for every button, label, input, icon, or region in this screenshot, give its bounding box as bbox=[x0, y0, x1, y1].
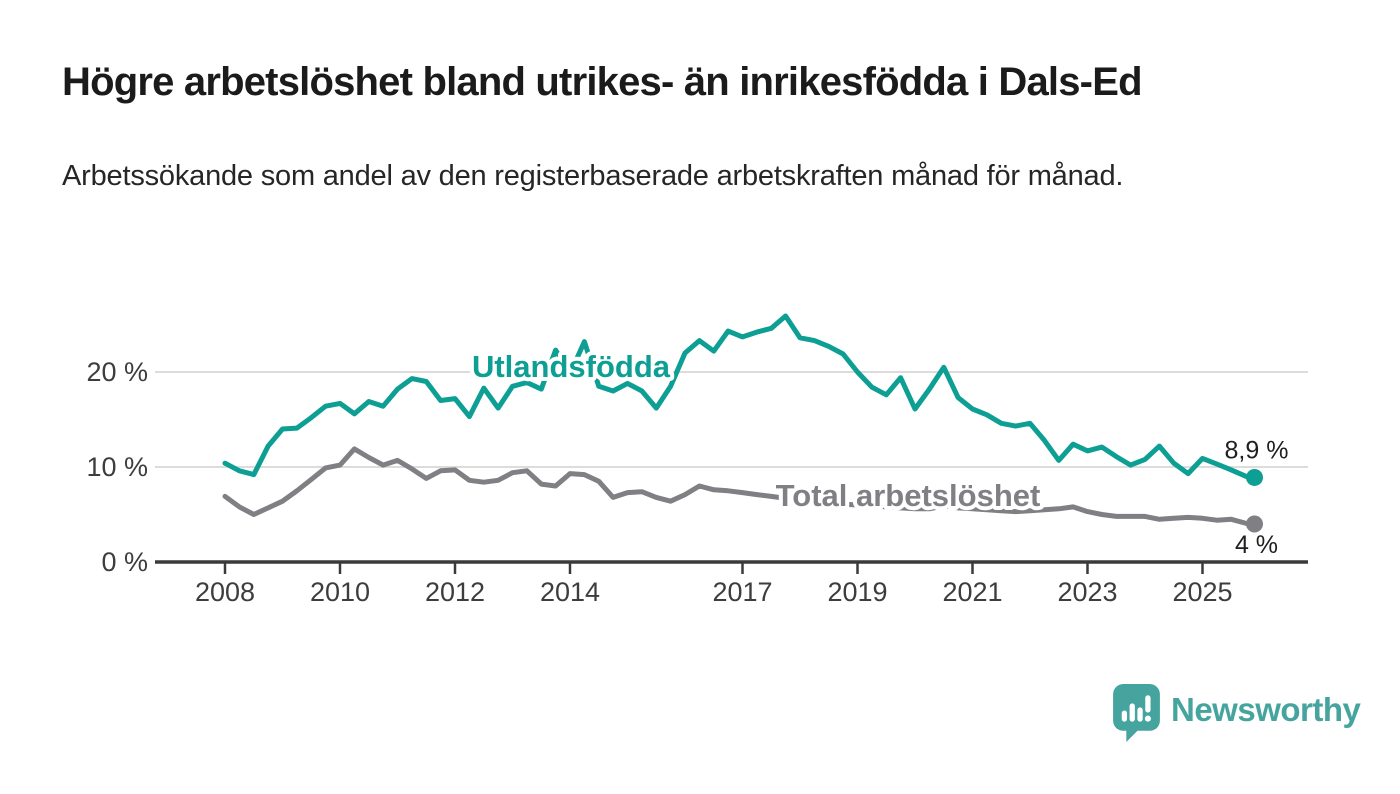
logo-bar-tall bbox=[1129, 703, 1135, 722]
logo-bar-medium bbox=[1137, 707, 1143, 722]
end-value-label-total: 4 % bbox=[1235, 531, 1278, 559]
logo-exclamation-bar bbox=[1145, 695, 1151, 713]
end-value-label-utlandsfodda: 8,9 % bbox=[1225, 436, 1289, 464]
x-axis-tick-label: 2010 bbox=[310, 577, 370, 607]
speech-bubble-bar-chart-icon bbox=[1113, 684, 1160, 742]
x-axis-tick-label: 2014 bbox=[540, 577, 600, 607]
series-label-utlandsfodda: Utlandsfödda bbox=[472, 349, 671, 384]
x-axis-tick-label: 2019 bbox=[827, 577, 887, 607]
page-title: Högre arbetslöshet bland utrikes- än inr… bbox=[62, 60, 1143, 104]
x-axis-tick-label: 2017 bbox=[712, 577, 772, 607]
y-axis-tick-label: 20 % bbox=[86, 357, 148, 387]
x-axis-tick-label: 2023 bbox=[1057, 577, 1117, 607]
newsworthy-logo: Newsworthy bbox=[1113, 684, 1361, 742]
x-axis-tick-label: 2021 bbox=[942, 577, 1002, 607]
y-axis-tick-label: 0 % bbox=[101, 547, 148, 577]
logo-exclamation-dot bbox=[1144, 715, 1151, 722]
newsworthy-logo-text: Newsworthy bbox=[1171, 691, 1361, 728]
x-axis-tick-label: 2008 bbox=[195, 577, 255, 607]
page-subtitle: Arbetssökande som andel av den registerb… bbox=[62, 160, 1124, 192]
end-dot-total bbox=[1246, 515, 1263, 533]
logo-bar-small bbox=[1121, 710, 1128, 722]
series-line-utlandsfodda bbox=[222, 313, 1251, 480]
series-label-total: Total arbetslöshet bbox=[776, 478, 1041, 513]
y-axis-tick-label: 10 % bbox=[86, 452, 148, 482]
end-dot-utlandsfodda bbox=[1246, 468, 1263, 486]
series-line-total bbox=[222, 446, 1251, 527]
x-axis-tick-label: 2012 bbox=[425, 577, 485, 607]
x-axis-tick-label: 2025 bbox=[1172, 577, 1232, 607]
